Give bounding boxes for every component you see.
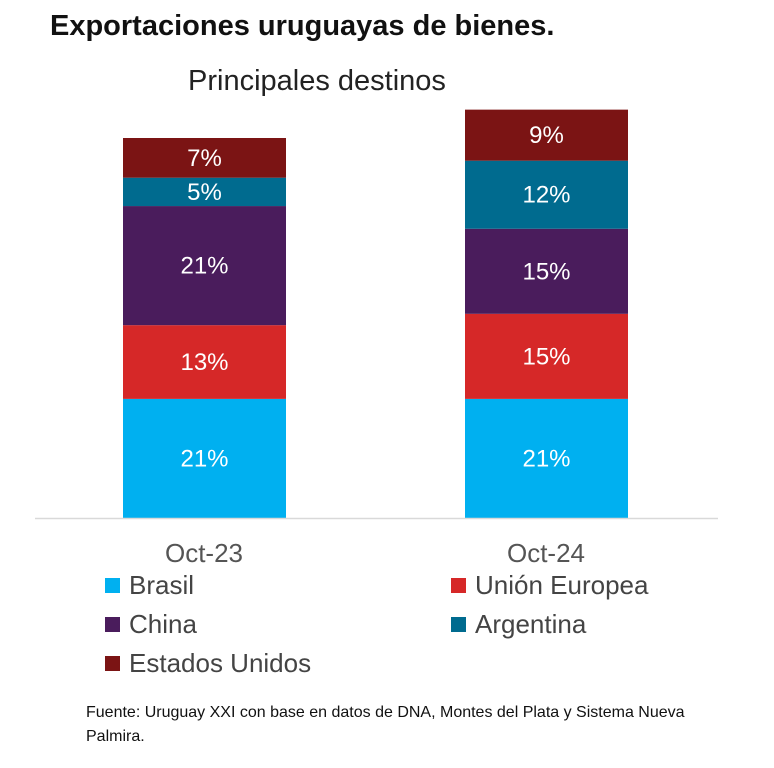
data-label-estados-unidos-oct-23: 7% xyxy=(187,145,222,172)
bar-segment-estados-unidos-oct-23 xyxy=(123,138,286,178)
chart-title: Exportaciones uruguayas de bienes. xyxy=(50,10,555,42)
bar-segment-brasil-oct-24 xyxy=(465,398,628,518)
chart-subtitle: Principales destinos xyxy=(188,65,446,97)
bar-segment-brasil-oct-23 xyxy=(123,398,286,518)
x-tick-label-oct-23: Oct-23 xyxy=(165,538,243,568)
data-label-estados-unidos-oct-24: 9% xyxy=(529,122,564,149)
bar-segment-china-oct-24 xyxy=(465,228,628,314)
bar-segment-union-europea-oct-23 xyxy=(123,325,286,399)
x-tick-label-oct-24: Oct-24 xyxy=(507,538,585,568)
data-label-china-oct-24: 15% xyxy=(522,258,570,285)
bar-segment-china-oct-23 xyxy=(123,206,286,326)
data-label-china-oct-23: 21% xyxy=(180,253,228,280)
bar-segment-estados-unidos-oct-24 xyxy=(465,109,628,161)
data-label-argentina-oct-23: 5% xyxy=(187,179,222,206)
data-label-union-europea-oct-24: 15% xyxy=(522,343,570,370)
data-label-brasil-oct-24: 21% xyxy=(522,445,570,472)
data-label-union-europea-oct-23: 13% xyxy=(180,349,228,376)
bar-segment-union-europea-oct-24 xyxy=(465,313,628,399)
bar-segment-argentina-oct-24 xyxy=(465,160,628,229)
source-note: Fuente: Uruguay XXI con base en datos de… xyxy=(86,704,685,745)
data-label-argentina-oct-24: 12% xyxy=(522,182,570,209)
bar-segment-argentina-oct-23 xyxy=(123,177,286,207)
data-label-brasil-oct-23: 21% xyxy=(180,445,228,472)
